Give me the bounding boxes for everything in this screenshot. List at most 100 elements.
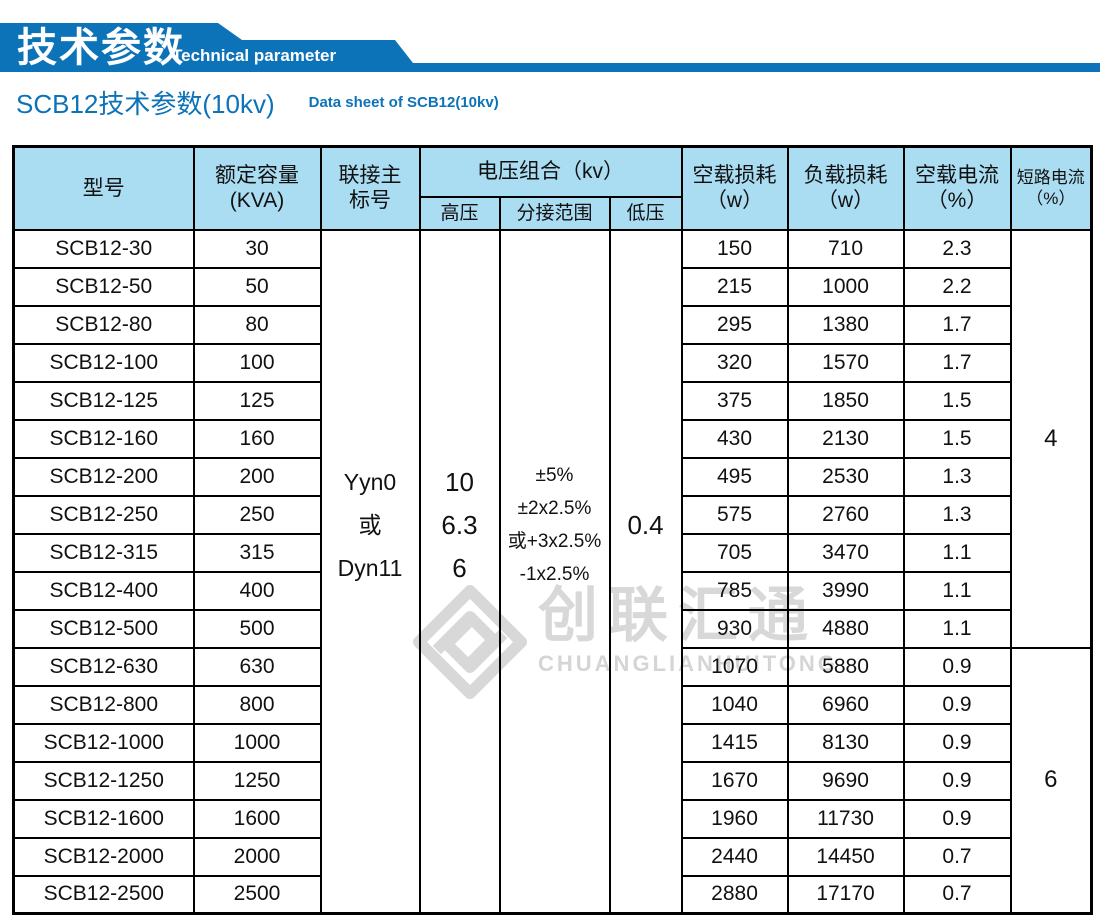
cell-no-load-loss: 215: [680, 266, 789, 307]
cell-no-load-current: 0.9: [902, 684, 1012, 725]
col-header-no-load-current: 空载电流 （%）: [902, 145, 1012, 231]
table-body: SCB12-30 30 Yyn0 或 Dyn11 10 6.3 6 ±5% ±2x2.5% 或+3x…: [12, 228, 1093, 915]
table-row: SCB12-50 50 215 1000 2.2: [12, 266, 1092, 307]
cell-no-load-loss: 495: [680, 456, 789, 497]
table-row: SCB12-80 80 295 1380 1.7: [12, 304, 1092, 345]
section-title: SCB12技术参数(10kv) Data sheet of SCB12(10kv…: [16, 84, 499, 121]
parameters-table: 型号 额定容量 (KVA) 联接主 标号 电压组合（kv） 空载损耗 （w） 负…: [12, 145, 1094, 915]
cell-no-load-loss: 2440: [680, 836, 789, 877]
col-header-short-circuit: 短路电流 （%）: [1009, 145, 1093, 231]
cell-load-loss: 1000: [786, 266, 905, 307]
col-header-voltage-group: 电压组合（kv）: [418, 145, 683, 198]
cell-model: SCB12-630: [12, 646, 195, 687]
cell-model: SCB12-30: [12, 228, 195, 269]
cell-no-load-loss: 295: [680, 304, 789, 345]
cell-capacity: 2000: [192, 836, 322, 877]
banner-ribbon: [0, 23, 1100, 72]
col-header-short-circuit-line2: （%）: [1026, 189, 1076, 209]
cell-short-circuit: 6: [1009, 646, 1093, 915]
cell-load-loss: 3470: [786, 532, 905, 573]
table-row: SCB12-250 250 575 2760 1.3: [12, 494, 1092, 535]
cell-load-loss: 2530: [786, 456, 905, 497]
banner-title-en: Technical parameter: [172, 46, 337, 65]
cell-no-load-loss: 1415: [680, 722, 789, 763]
col-header-no-load-current-line1: 空载电流: [915, 164, 1000, 188]
cell-no-load-current: 0.9: [902, 722, 1012, 763]
col-header-vector: 联接主 标号: [319, 145, 421, 231]
cell-no-load-current: 1.1: [902, 608, 1012, 649]
cell-model: SCB12-400: [12, 570, 195, 611]
table-header: 型号 额定容量 (KVA) 联接主 标号 电压组合（kv） 空载损耗 （w） 负…: [12, 145, 1093, 231]
table-row: SCB12-100 100 320 1570 1.7: [12, 342, 1092, 383]
cell-no-load-current: 0.9: [902, 760, 1012, 801]
cell-load-loss: 17170: [786, 874, 905, 915]
cell-model: SCB12-1250: [12, 760, 195, 801]
table-row: SCB12-125 125 375 1850 1.5: [12, 380, 1092, 421]
cell-no-load-current: 1.5: [902, 418, 1012, 459]
cell-model: SCB12-250: [12, 494, 195, 535]
cell-hv-content: 10 6.3 6: [441, 466, 478, 583]
cell-capacity: 200: [192, 456, 322, 497]
cell-tapping-content: ±5% ±2x2.5% 或+3x2.5% -1x2.5%: [507, 465, 602, 586]
cell-no-load-loss: 785: [680, 570, 789, 611]
cell-no-load-loss: 375: [680, 380, 789, 421]
cell-no-load-loss: 705: [680, 532, 789, 573]
table-row: SCB12-800 800 1040 6960 0.9: [12, 684, 1092, 725]
col-header-vector-line2: 标号: [349, 189, 391, 213]
table-row: SCB12-2500 2500 2880 17170 0.7: [12, 874, 1092, 915]
cell-tapping: ±5% ±2x2.5% 或+3x2.5% -1x2.5%: [498, 228, 611, 915]
col-header-load-loss-line1: 负载损耗: [803, 164, 888, 188]
cell-capacity: 250: [192, 494, 322, 535]
cell-no-load-current: 1.1: [902, 570, 1012, 611]
cell-no-load-current: 1.5: [902, 380, 1012, 421]
cell-load-loss: 1570: [786, 342, 905, 383]
cell-capacity: 630: [192, 646, 322, 687]
cell-capacity: 160: [192, 418, 322, 459]
cell-no-load-loss: 1670: [680, 760, 789, 801]
col-header-capacity-line1: 额定容量: [215, 164, 299, 188]
cell-capacity: 1250: [192, 760, 322, 801]
cell-model: SCB12-500: [12, 608, 195, 649]
cell-load-loss: 9690: [786, 760, 905, 801]
col-header-no-load-loss-line2: （w）: [705, 189, 764, 213]
cell-load-loss: 14450: [786, 836, 905, 877]
cell-no-load-current: 0.7: [902, 874, 1012, 915]
cell-load-loss: 6960: [786, 684, 905, 725]
col-header-no-load-loss-line1: 空载损耗: [692, 164, 777, 188]
cell-model: SCB12-2500: [12, 874, 195, 915]
col-header-capacity: 额定容量 (KVA): [192, 145, 322, 231]
cell-no-load-current: 1.1: [902, 532, 1012, 573]
cell-model: SCB12-800: [12, 684, 195, 725]
cell-capacity: 1000: [192, 722, 322, 763]
cell-model: SCB12-1000: [12, 722, 195, 763]
table-row: SCB12-2000 2000 2440 14450 0.7: [12, 836, 1092, 877]
table-row: SCB12-30 30 Yyn0 或 Dyn11 10 6.3 6 ±5% ±2x2.5% 或+3x…: [12, 228, 1093, 915]
col-header-hv: 高压: [418, 195, 501, 231]
cell-no-load-current: 2.3: [902, 228, 1012, 269]
cell-no-load-loss: 320: [680, 342, 789, 383]
cell-no-load-loss: 1040: [680, 684, 789, 725]
cell-capacity: 500: [192, 608, 322, 649]
col-header-vector-line1: 联接主: [338, 164, 402, 188]
table-row: SCB12-315 315 705 3470 1.1: [12, 532, 1092, 573]
table-row: SCB12-200 200 495 2530 1.3: [12, 456, 1092, 497]
cell-no-load-loss: 2880: [680, 874, 789, 915]
cell-hv: 10 6.3 6: [418, 228, 501, 915]
cell-capacity: 125: [192, 380, 322, 421]
cell-vector-group-content: Yyn0 或 Dyn11: [337, 468, 403, 581]
col-header-tapping: 分接范围: [498, 195, 611, 231]
cell-short-circuit: 4: [1009, 228, 1093, 649]
table-row: SCB12-160 160 430 2130 1.5: [12, 418, 1092, 459]
col-header-load-loss: 负载损耗 （w）: [786, 145, 905, 231]
cell-no-load-loss: 930: [680, 608, 789, 649]
section-title-en: Data sheet of SCB12(10kv): [308, 94, 499, 111]
col-header-short-circuit-line1: 短路电流: [1016, 168, 1085, 188]
cell-no-load-loss: 150: [680, 228, 789, 269]
cell-no-load-current: 1.7: [902, 342, 1012, 383]
cell-no-load-loss: 430: [680, 418, 789, 459]
table-row: SCB12-1000 1000 1415 8130 0.9: [12, 722, 1092, 763]
cell-capacity: 2500: [192, 874, 322, 915]
cell-capacity: 800: [192, 684, 322, 725]
cell-load-loss: 8130: [786, 722, 905, 763]
